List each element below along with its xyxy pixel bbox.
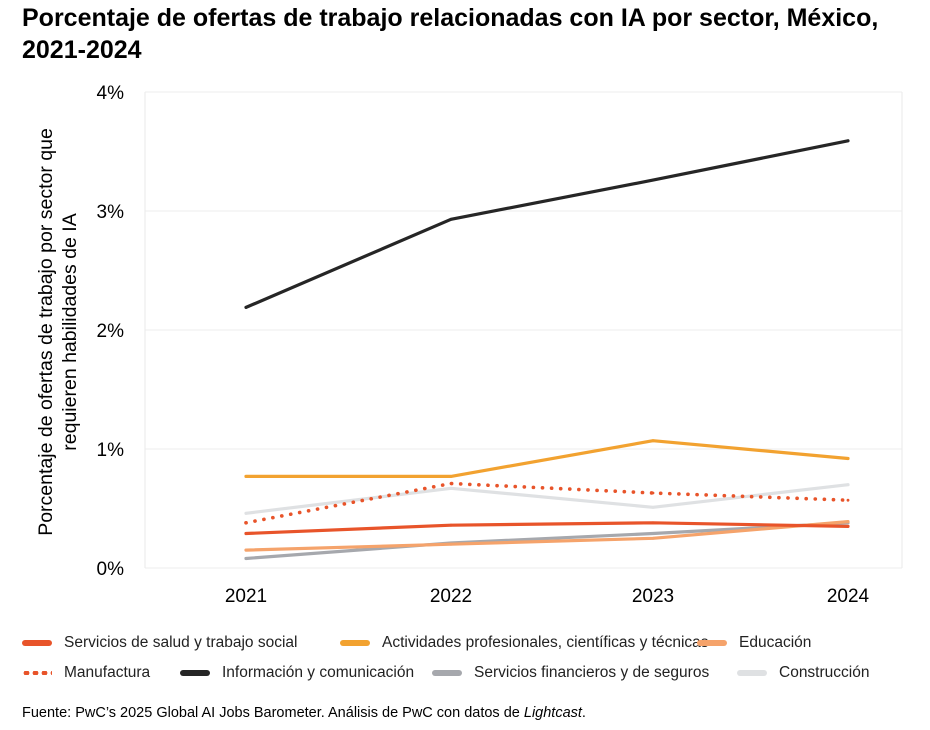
legend-label: Servicios financieros y de seguros: [474, 664, 710, 681]
legend-label: Construcción: [779, 664, 870, 681]
data-point: [846, 520, 850, 523]
legend-item: Construcción: [737, 664, 869, 682]
series-line: [244, 483, 850, 515]
legend-item: Servicios de salud y trabajo social: [22, 634, 297, 652]
data-point: [846, 483, 850, 487]
series-line: [244, 521, 850, 561]
legend-item: Servicios financieros y de seguros: [432, 664, 709, 682]
data-point: [244, 532, 248, 535]
data-point: [651, 491, 655, 495]
y-tick-label: 1%: [97, 440, 125, 461]
legend-swatch: [180, 670, 210, 676]
legend-label: Actividades profesionales, científicas y…: [382, 634, 709, 651]
data-point: [846, 498, 850, 502]
source-suffix: .: [581, 705, 586, 721]
legend-swatch: [22, 640, 52, 646]
series-line: [244, 139, 850, 309]
chart-title: Porcentaje de ofertas de trabajo relacio…: [22, 4, 879, 64]
data-point: [846, 139, 850, 143]
source-italic: Lightcast: [523, 705, 582, 721]
data-point: [651, 521, 655, 525]
legend-swatch: [432, 670, 462, 676]
y-tick-label: 3%: [97, 202, 125, 223]
source-text: Fuente: PwC’s 2025 Global AI Jobs Barome…: [22, 705, 524, 721]
legend-swatch: [340, 640, 370, 646]
data-point: [651, 536, 655, 540]
x-tick-label: 2024: [827, 586, 870, 607]
legend-swatch: [737, 670, 767, 676]
data-point: [244, 511, 248, 515]
y-tick-label: 4%: [97, 83, 125, 104]
legend-swatch: [22, 671, 52, 675]
data-point: [244, 475, 248, 478]
data-point: [449, 523, 453, 527]
series-line: [244, 519, 850, 552]
chart-legend: Servicios de salud y trabajo social Activ…: [22, 634, 912, 694]
source-note: Fuente: PwC’s 2025 Global AI Jobs Barome…: [22, 705, 586, 721]
data-point: [449, 217, 453, 221]
data-point: [846, 525, 850, 528]
legend-item: Educación: [697, 634, 811, 652]
legend-label: Manufactura: [64, 664, 151, 681]
legend-label: Educación: [739, 634, 812, 651]
data-point: [651, 439, 655, 443]
legend-item: Actividades profesionales, científicas y…: [340, 634, 709, 652]
data-point: [244, 521, 248, 525]
data-point: [449, 482, 453, 485]
data-point: [244, 557, 248, 560]
series-line: [244, 521, 850, 536]
data-point: [651, 532, 655, 535]
data-point: [244, 306, 248, 309]
y-tick-label: 2%: [97, 321, 125, 342]
data-point: [651, 505, 655, 509]
series-line: [244, 439, 850, 478]
x-tick-label: 2021: [225, 586, 267, 607]
legend-label: Información y comunicación: [222, 664, 415, 681]
data-point: [449, 475, 453, 478]
line-chart: 0% 1% 2% 3% 4% 2021 2022 2023 2024: [97, 83, 903, 607]
data-point: [651, 178, 655, 182]
legend-item: Información y comunicación: [180, 664, 414, 682]
data-point: [449, 542, 453, 546]
x-tick-label: 2023: [632, 586, 674, 607]
legend-swatch: [697, 640, 727, 646]
y-tick-label: 0%: [97, 559, 125, 580]
x-tick-label: 2022: [430, 586, 472, 607]
series-line: [244, 481, 850, 525]
legend-item: Manufactura: [22, 664, 150, 682]
legend-label: Servicios de salud y trabajo social: [64, 634, 298, 651]
data-point: [449, 486, 453, 490]
data-point: [846, 457, 850, 460]
data-point: [244, 548, 248, 552]
